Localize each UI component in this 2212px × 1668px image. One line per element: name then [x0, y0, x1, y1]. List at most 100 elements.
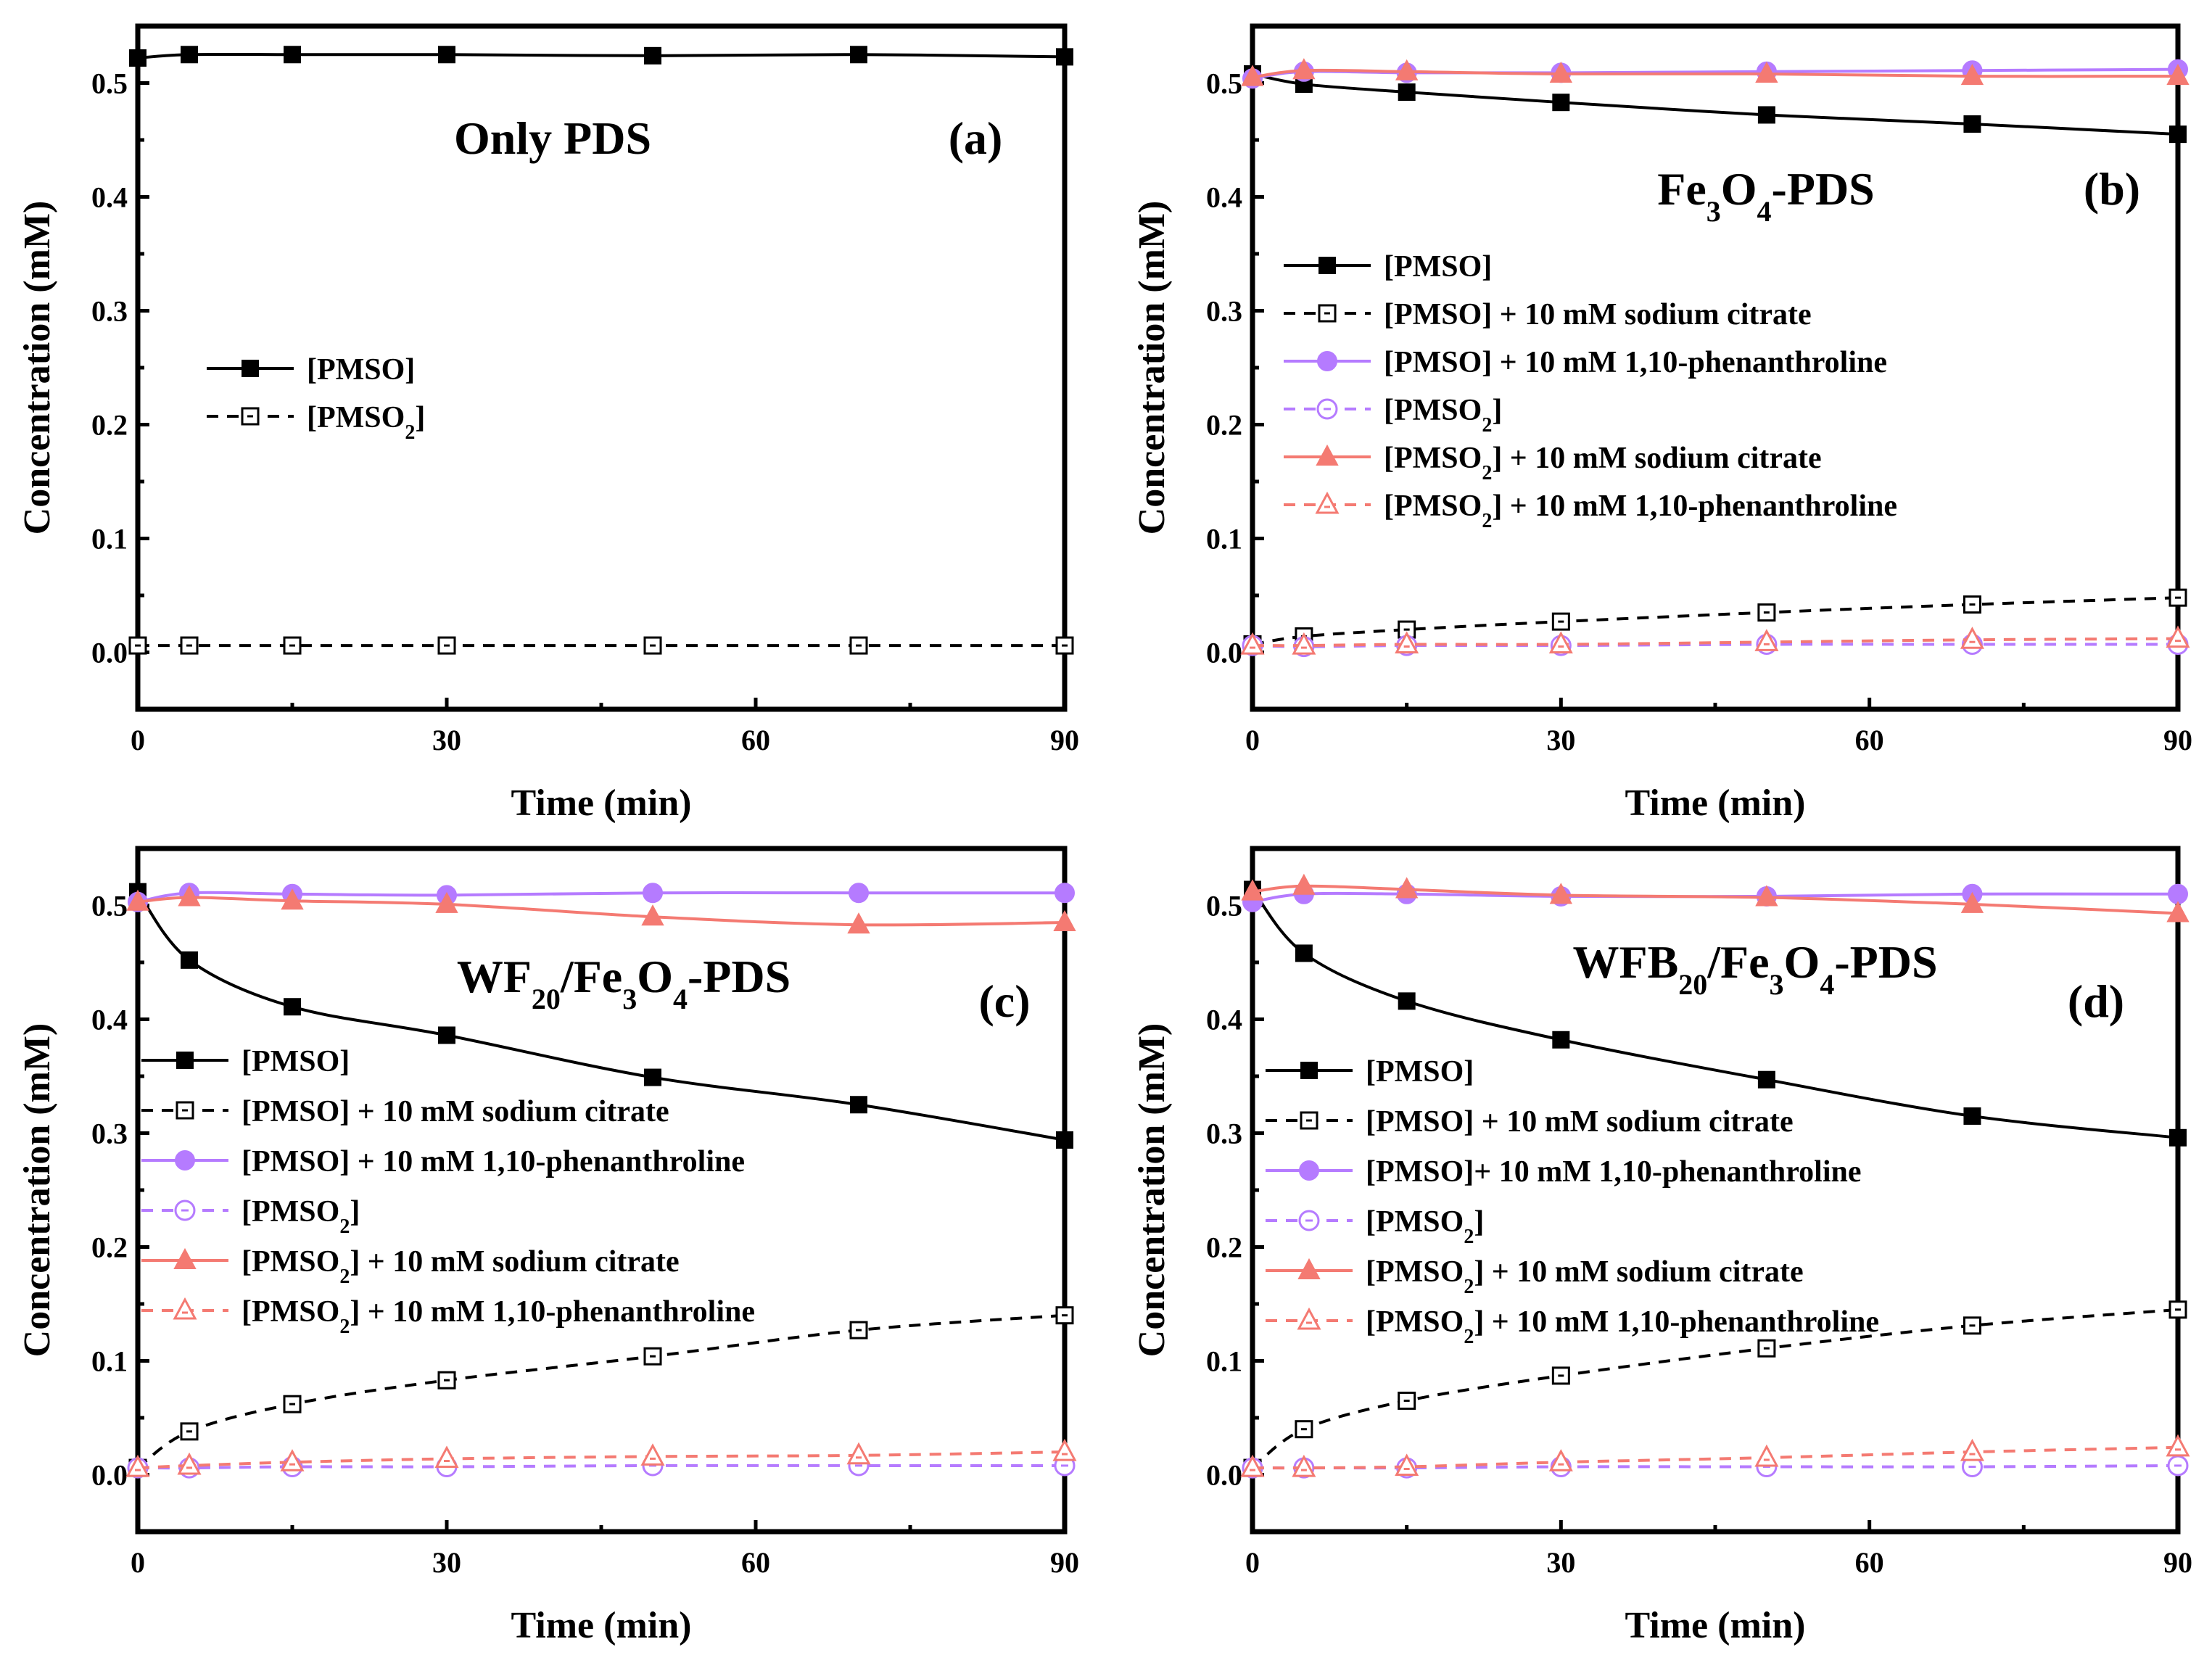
x-tick-label: 30 [1546, 1546, 1575, 1579]
legend-label: [PMSO]+ 10 mM 1,10-phenanthroline [1366, 1155, 1861, 1189]
y-tick-label: 0.5 [91, 67, 128, 100]
y-tick-label: 0.2 [91, 409, 128, 442]
legend-item-pmso2_cit: [PMSO2] + 10 mM sodium citrate [1266, 1255, 1804, 1298]
legend-marker-pmso [1318, 257, 1336, 274]
data-point-pmso2_cit [1241, 65, 1264, 86]
legend: [PMSO] [PMSO] + 10 mM sodium citrate [PMSO… [1266, 1055, 1879, 1348]
y-axis-title: Concentration (mM) [1131, 1023, 1173, 1358]
data-point-pmso2_cit [178, 885, 201, 907]
data-point-pmso2_phen [1960, 1438, 1984, 1461]
y-tick-label: 0.2 [91, 1231, 128, 1264]
data-point-pmso2_phen [1548, 631, 1573, 654]
data-point-pmso2_cit [1755, 885, 1778, 907]
legend-item-pmso: [PMSO] [141, 1045, 350, 1078]
data-point-pmso [1757, 1070, 1775, 1089]
data-point-pmso2_cit [1395, 59, 1419, 80]
series-pmso2 [128, 636, 1074, 655]
y-tick-label: 0.0 [91, 1459, 128, 1492]
legend-label: [PMSO] [1366, 1055, 1474, 1089]
legend-item-pmso2: [PMSO2] [141, 1195, 360, 1238]
y-tick-label: 0.3 [1206, 1118, 1242, 1150]
series-pmso2 [127, 1455, 1076, 1479]
series-line-pmso2_cit [137, 896, 1065, 927]
data-point-pmso [284, 46, 301, 64]
data-point-pmso2_phen [280, 1449, 305, 1471]
y-tick-label: 0.1 [1206, 523, 1242, 556]
data-point-pmso2_phen [1240, 1454, 1265, 1477]
x-tick-label: 0 [131, 724, 145, 756]
legend-marker-pmso [1300, 1062, 1318, 1079]
legend-marker-pmso_phen [1317, 351, 1337, 371]
data-point-pmso2_cit [1292, 58, 1316, 80]
data-point-pmso2_phen [1395, 631, 1419, 654]
series-line-pmso_cit [1251, 1308, 2179, 1469]
x-tick-label: 90 [2163, 724, 2192, 756]
series-line-pmso [1251, 888, 2179, 1139]
data-point-pmso [1398, 992, 1416, 1010]
legend-label: [PMSO] + 10 mM sodium citrate [1384, 298, 1812, 331]
panel-title: Only PDS [454, 112, 651, 164]
panel-title: WF20/Fe3O4-PDS [457, 951, 791, 1015]
legend-item-pmso2: [PMSO2] [1266, 1205, 1484, 1248]
y-tick-label: 0.0 [91, 637, 128, 669]
series-pmso2_phen [1240, 1434, 2190, 1477]
series-pmso [129, 46, 1073, 67]
data-point-pmso2_phen [1292, 632, 1316, 655]
data-point-pmso2_cit [1549, 883, 1573, 904]
data-point-pmso_phen [1055, 883, 1075, 904]
data-point-pmso2_cit [1549, 61, 1573, 83]
series-line-pmso2 [1252, 643, 2178, 648]
x-axis-title: Time (min) [511, 783, 692, 824]
series-pmso2_cit [126, 885, 1076, 934]
data-point-pmso2_phen [1395, 1453, 1419, 1477]
panel-c: 0 30 60 90 0.0 0.1 0.2 0.3 0.4 0.5 Time (min) Conce… [17, 846, 1079, 1646]
x-tick-label: 90 [1050, 724, 1079, 756]
panel-letter: (c) [978, 975, 1030, 1027]
data-point-pmso [1552, 1031, 1570, 1049]
legend-marker-pmso [242, 360, 259, 377]
legend-label: [PMSO] [307, 353, 415, 387]
data-point-pmso2_cit [126, 889, 149, 911]
data-point-pmso [181, 46, 198, 64]
data-point-pmso2_phen [2166, 1434, 2190, 1457]
panel-letter: (a) [949, 112, 1003, 164]
data-point-pmso2_cit [2166, 901, 2190, 922]
y-axis-title: Concentration (mM) [17, 1023, 58, 1358]
legend-item-pmso2: [PMSO2] [1284, 394, 1502, 437]
data-point-pmso [129, 49, 146, 67]
panel-a: 0 30 60 90 0.0 0.1 0.2 0.3 0.4 0.5 Time (min) Conce… [17, 23, 1079, 824]
panel-letter: (b) [2084, 163, 2140, 215]
legend-marker-pmso2_phen [173, 1297, 197, 1320]
data-point-pmso [438, 46, 455, 64]
data-point-pmso2_phen [1240, 632, 1265, 655]
legend-label: [PMSO2] + 10 mM sodium citrate [1366, 1255, 1804, 1298]
x-tick-label: 90 [1050, 1546, 1079, 1579]
series-line-pmso2_phen [1252, 1445, 2179, 1470]
x-axis-title: Time (min) [1625, 783, 1806, 824]
legend-label: [PMSO] [1384, 250, 1492, 284]
legend-item-pmso_cit: [PMSO] + 10 mM sodium citrate [141, 1095, 669, 1128]
y-tick-label: 0.4 [1206, 1004, 1242, 1036]
data-point-pmso2_cit [847, 912, 870, 934]
y-tick-label: 0.1 [1206, 1345, 1242, 1378]
y-tick-label: 0.5 [1206, 67, 1242, 100]
data-point-pmso [1552, 94, 1570, 112]
series-pmso_phen [128, 883, 1075, 912]
legend-item-pmso_phen: [PMSO] + 10 mM 1,10-phenanthroline [1284, 346, 1887, 379]
panel-d: 0 30 60 90 0.0 0.1 0.2 0.3 0.4 0.5 Time (min) Conce… [1131, 846, 2192, 1646]
series-pmso2_cit [1241, 873, 2190, 922]
data-point-pmso [1963, 1107, 1981, 1125]
data-point-pmso [644, 46, 661, 65]
x-tick-label: 0 [131, 1546, 145, 1579]
legend-label: [PMSO2] + 10 mM sodium citrate [1384, 442, 1822, 484]
data-point-pmso2_phen [1292, 1454, 1316, 1477]
y-tick-label: 0.5 [1206, 890, 1242, 922]
series-line-pmso_phen [137, 891, 1065, 904]
legend-item-pmso: [PMSO] [1266, 1055, 1474, 1089]
data-point-pmso2_cit [1755, 61, 1778, 83]
data-point-pmso2_cit [1053, 909, 1076, 932]
panel-title: Fe3O4-PDS [1657, 163, 1875, 228]
y-tick-label: 0.5 [91, 890, 128, 922]
data-point-pmso2_cit [281, 888, 304, 910]
